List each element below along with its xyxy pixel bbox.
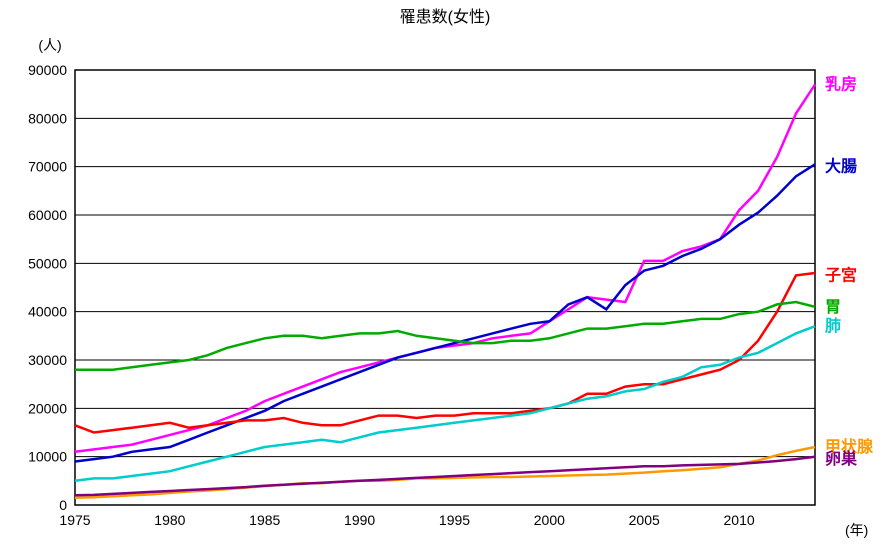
y-tick-label: 80000 bbox=[28, 110, 67, 126]
y-tick-label: 60000 bbox=[28, 207, 67, 223]
series-label-子宮: 子宮 bbox=[825, 265, 857, 284]
y-axis-label: (人) bbox=[38, 37, 61, 53]
chart-container: 罹患数(女性) (人) (年) 0 10000 20000 30000 40000 50000 6… bbox=[0, 0, 890, 550]
series-label-乳房: 乳房 bbox=[825, 75, 857, 94]
series-line-乳房 bbox=[75, 85, 815, 452]
y-tick-label: 70000 bbox=[28, 159, 67, 175]
x-tick-label: 1985 bbox=[249, 512, 280, 528]
series-line-肺 bbox=[75, 326, 815, 481]
x-tick-label: 2000 bbox=[534, 512, 565, 528]
line-chart: 罹患数(女性) (人) (年) 0 10000 20000 30000 40000 50000 6… bbox=[0, 0, 890, 550]
y-tick-label: 30000 bbox=[28, 352, 67, 368]
series-line-大腸 bbox=[75, 164, 815, 461]
x-tick-label: 1995 bbox=[439, 512, 470, 528]
y-tick-label: 20000 bbox=[28, 400, 67, 416]
y-tick-label: 10000 bbox=[28, 449, 67, 465]
x-tick-label: 1980 bbox=[154, 512, 185, 528]
series-label-肺: 肺 bbox=[825, 316, 841, 335]
chart-title: 罹患数(女性) bbox=[400, 7, 491, 26]
x-tick-label: 1990 bbox=[344, 512, 375, 528]
series-line-卵巣 bbox=[75, 457, 815, 496]
x-tick-label: 1975 bbox=[59, 512, 90, 528]
y-tick-label: 90000 bbox=[28, 62, 67, 78]
x-axis-label: (年) bbox=[845, 522, 868, 538]
x-tick-label: 2010 bbox=[724, 512, 755, 528]
series-label-大腸: 大腸 bbox=[825, 157, 857, 176]
x-tick-label: 2005 bbox=[629, 512, 660, 528]
series-label-卵巣: 卵巣 bbox=[825, 449, 858, 468]
y-tick-label: 50000 bbox=[28, 255, 67, 271]
series-label-胃: 胃 bbox=[825, 298, 841, 316]
y-tick-label: 0 bbox=[59, 497, 67, 513]
y-tick-label: 40000 bbox=[28, 304, 67, 320]
